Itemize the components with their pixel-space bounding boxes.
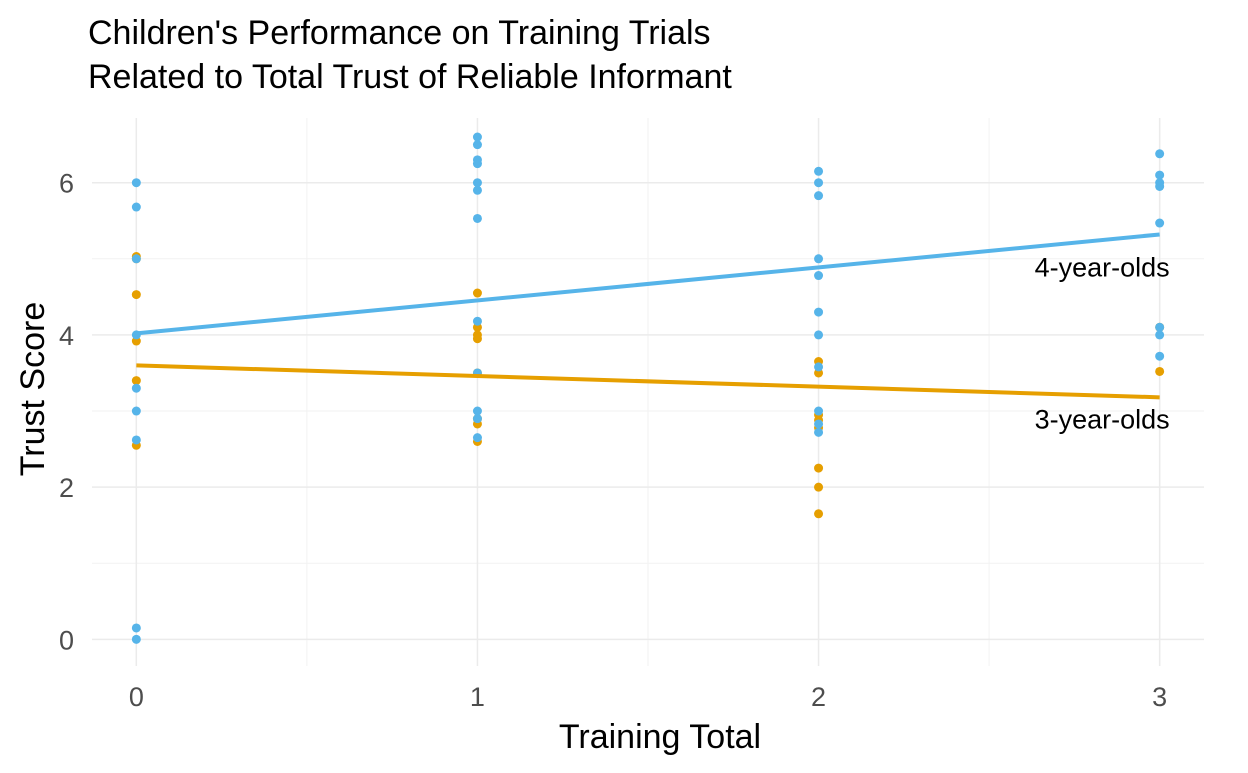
data-point	[814, 509, 824, 519]
y-tick-label: 4	[59, 321, 74, 351]
data-point	[1155, 149, 1165, 159]
data-point	[814, 166, 824, 176]
data-point	[814, 463, 824, 473]
data-point	[131, 406, 141, 416]
data-point	[1155, 366, 1165, 376]
data-point	[1155, 322, 1165, 332]
data-point	[1155, 218, 1165, 228]
y-axis-label: Trust Score	[14, 302, 52, 476]
data-point	[131, 383, 141, 393]
data-point	[814, 330, 824, 340]
series-label: 3-year-olds	[1035, 405, 1170, 435]
x-tick-label: 3	[1152, 682, 1167, 712]
data-point	[1155, 330, 1165, 340]
data-point	[472, 433, 482, 443]
data-point	[814, 271, 824, 281]
data-point	[1155, 182, 1165, 191]
data-point	[131, 202, 141, 212]
grid-layer	[92, 118, 1204, 666]
data-point	[472, 185, 482, 195]
data-point	[472, 406, 482, 416]
chart-title-line-1: Children's Performance on Training Trial…	[88, 14, 711, 52]
data-point	[814, 191, 824, 201]
data-point	[1155, 351, 1165, 361]
data-point	[472, 414, 482, 424]
y-tick-label: 0	[59, 625, 74, 655]
data-point	[814, 307, 824, 317]
data-point	[131, 178, 141, 188]
data-point	[1155, 170, 1165, 180]
data-point	[814, 427, 824, 437]
data-point	[814, 254, 824, 264]
data-point	[131, 290, 141, 300]
x-tick-label: 1	[470, 682, 485, 712]
x-tick-label: 0	[129, 682, 144, 712]
data-point	[472, 334, 482, 344]
y-tick-label: 2	[59, 473, 74, 503]
data-point	[472, 316, 482, 326]
data-point	[472, 140, 482, 150]
data-point	[814, 362, 824, 372]
data-point	[814, 178, 824, 188]
data-point	[814, 419, 824, 429]
x-axis-label: Training Total	[559, 718, 761, 756]
data-point	[472, 132, 482, 142]
data-point	[472, 178, 482, 188]
data-point	[472, 288, 482, 298]
data-point	[814, 406, 824, 416]
data-point	[131, 634, 141, 644]
trend-line	[136, 363, 1160, 400]
data-point	[131, 254, 141, 264]
series-label: 4-year-olds	[1035, 252, 1170, 282]
data-point	[131, 435, 141, 445]
chart-title-line-2: Related to Total Trust of Reliable Infor…	[88, 58, 732, 96]
data-point	[472, 159, 482, 169]
trend-line	[136, 232, 1160, 336]
data-point	[814, 482, 824, 492]
x-tick-label: 2	[811, 682, 826, 712]
tick-label-layer: 0 1 2 3 0 2 4 6	[59, 169, 1167, 712]
data-point	[131, 376, 141, 386]
y-tick-label: 6	[59, 169, 74, 199]
data-point	[131, 623, 141, 633]
trend-layer	[136, 232, 1160, 400]
series-label-layer: 4-year-olds 3-year-olds	[1035, 252, 1170, 434]
data-point	[472, 213, 482, 223]
